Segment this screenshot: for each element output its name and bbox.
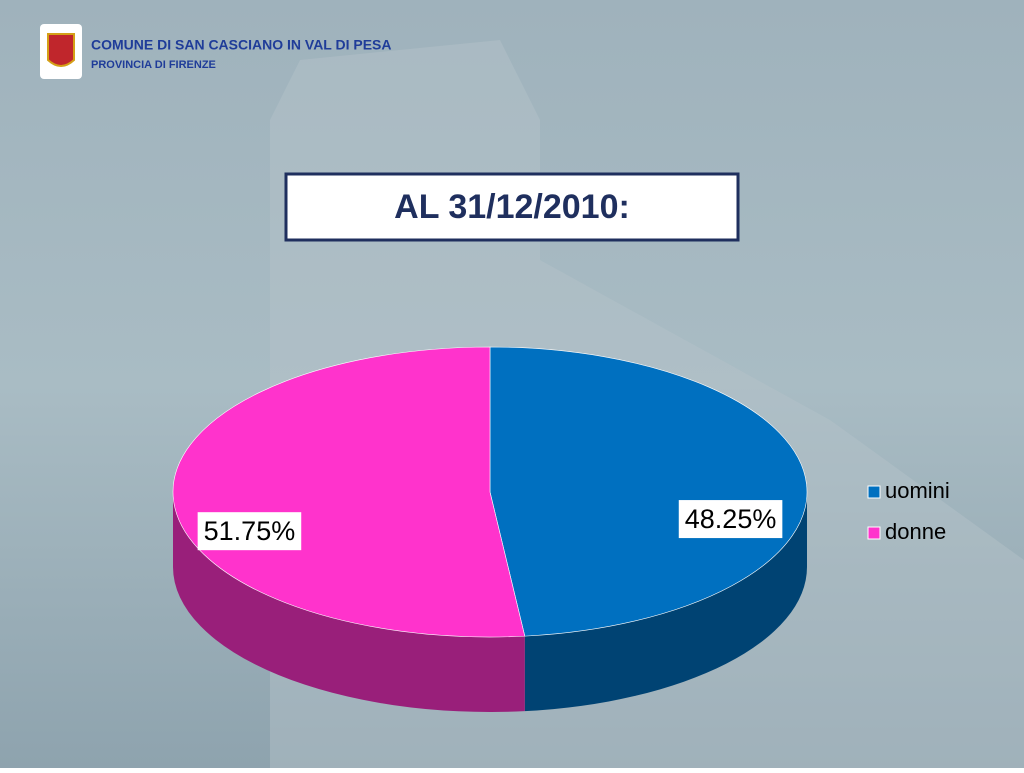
legend-swatch: [867, 526, 881, 540]
title-box: [284, 172, 740, 242]
pie-slice-side: [173, 492, 525, 712]
pie-slice-side: [524, 492, 807, 712]
data-label: 48.25%: [685, 504, 777, 534]
data-label-box: [678, 500, 783, 539]
data-label: 51.75%: [204, 516, 296, 546]
legend-label: uomini: [885, 478, 950, 503]
pie-slice: [489, 346, 808, 637]
header-title: COMUNE DI SAN CASCIANO IN VAL DI PESA: [91, 37, 392, 53]
data-label-box: [197, 512, 302, 551]
header-subtitle: PROVINCIA DI FIRENZE: [91, 59, 216, 71]
chart-title: AL 31/12/2010:: [394, 188, 630, 226]
legend-swatch: [867, 485, 881, 499]
legend-label: donne: [885, 519, 946, 544]
pie-slice: [172, 346, 526, 638]
pie-chart: 48.25% 51.75% uomini donne: [172, 346, 950, 712]
logo-shield: [47, 33, 75, 67]
